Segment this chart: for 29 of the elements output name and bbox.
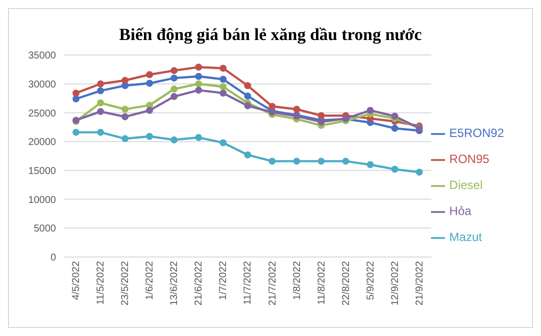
x-tick-label: 4/5/2022 [71,260,82,300]
legend-label: Hỏa [449,204,472,218]
y-tick-label: 15000 [28,166,56,177]
y-tick-label: 0 [50,252,56,264]
y-tick-label: 25000 [28,108,56,120]
x-tick-label: 21/6/2022 [194,260,205,306]
x-tick-label: 1/7/2022 [218,260,230,300]
x-tick-label: 1/8/2022 [292,260,303,300]
y-tick-label: 20000 [28,137,56,148]
x-tick-label: 22/8/2022 [340,260,352,306]
x-tick-label: 21/9/2022 [414,260,426,306]
x-tick-label: 11/5/2022 [96,260,107,305]
x-tick-label: 21/7/2022 [267,260,278,306]
y-tick-label: 5000 [34,224,56,235]
x-tick-label: 11/8/2022 [316,260,328,305]
legend-label: Mazut [449,230,482,244]
x-tick-label: 13/6/2022 [169,260,180,306]
x-tick-label: 5/9/2022 [365,260,376,300]
y-tick-label: 30000 [28,79,56,90]
chart-title: Biến động giá bán lẻ xăng dầu trong nước [118,25,423,45]
legend-label: E5RON92 [449,126,504,140]
x-tick-label: 12/9/2022 [390,260,401,306]
x-tick-label: 23/5/2022 [120,260,132,306]
y-tick-label: 10000 [28,194,56,206]
x-tick-label: 1/6/2022 [144,260,156,300]
legend-label: Diesel [449,178,483,192]
x-tick-label: 11/7/2022 [242,260,254,305]
legend-label: RON95 [449,152,490,166]
y-tick-label: 35000 [28,50,56,62]
